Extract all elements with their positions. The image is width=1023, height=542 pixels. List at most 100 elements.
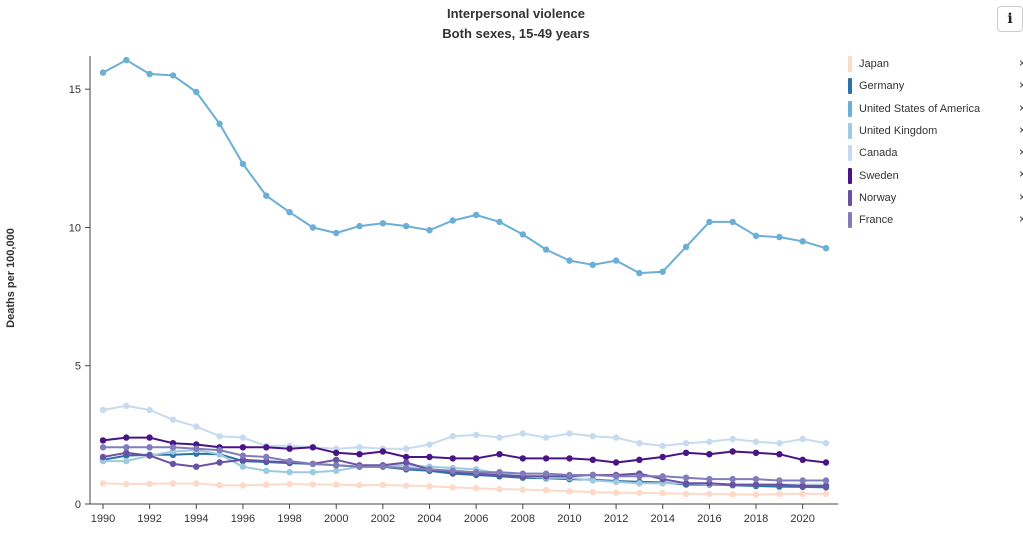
data-point-sweden	[566, 455, 573, 462]
data-point-sweden	[636, 456, 643, 463]
data-point-france	[239, 452, 247, 459]
x-tick-label: 2006	[464, 513, 488, 525]
series-line-united-states-of-america	[102, 59, 827, 275]
remove-series-icon[interactable]: ×	[1018, 145, 1023, 160]
y-tick-label: 10	[69, 222, 81, 234]
data-point-france	[309, 460, 317, 468]
x-tick-label: 2018	[744, 513, 768, 525]
data-point-japan	[403, 482, 410, 489]
data-point-japan	[99, 480, 107, 487]
series-line-sweden	[102, 436, 827, 464]
x-tick-label: 2014	[650, 513, 674, 525]
data-point-sweden	[309, 444, 317, 451]
data-point-united-kingdom	[263, 467, 270, 474]
data-point-norway	[822, 482, 830, 490]
data-point-france	[403, 464, 410, 472]
data-point-canada	[636, 440, 643, 447]
data-point-united-states-of-america	[426, 227, 433, 234]
data-point-sweden	[449, 455, 456, 462]
data-point-united-states-of-america	[706, 218, 713, 226]
x-tick-label: 2004	[417, 513, 441, 525]
data-point-canada	[403, 445, 410, 452]
data-point-japan	[333, 481, 340, 488]
x-tick-label: 1996	[231, 513, 255, 525]
info-button[interactable]: i	[997, 6, 1023, 32]
data-point-united-states-of-america	[566, 257, 573, 264]
data-point-japan	[169, 480, 177, 487]
data-point-japan	[519, 486, 526, 493]
remove-series-icon[interactable]: ×	[1018, 100, 1023, 115]
remove-series-icon[interactable]: ×	[1018, 167, 1023, 182]
legend-swatch	[848, 78, 852, 95]
legend-item[interactable]: Norway ×	[848, 187, 1023, 209]
legend-swatch	[848, 100, 852, 117]
data-point-canada	[589, 433, 596, 440]
legend-item[interactable]: United States of America ×	[848, 98, 1023, 120]
remove-series-icon[interactable]: ×	[1018, 122, 1023, 137]
data-point-united-states-of-america	[379, 220, 387, 227]
data-point-japan	[146, 480, 153, 487]
data-point-sweden	[799, 456, 806, 463]
x-tick-label: 2002	[371, 513, 395, 525]
data-point-france	[752, 475, 760, 483]
data-point-norway	[682, 480, 690, 487]
data-point-united-kingdom	[589, 477, 596, 484]
legend-item[interactable]: Canada ×	[848, 142, 1023, 164]
legend-label: Germany	[859, 80, 905, 93]
legend-label: Sweden	[859, 169, 899, 182]
data-point-canada	[659, 442, 666, 450]
data-point-canada	[449, 433, 456, 440]
data-point-norway	[729, 481, 736, 488]
data-point-france	[566, 471, 573, 479]
data-point-norway	[146, 452, 153, 459]
data-point-canada	[426, 441, 433, 448]
data-point-france	[682, 474, 690, 481]
chart-title: Interpersonal violence	[447, 6, 585, 21]
legend-item[interactable]: France ×	[848, 209, 1023, 231]
legend-item[interactable]: Japan ×	[848, 53, 1023, 75]
data-point-canada	[146, 406, 153, 414]
data-point-united-states-of-america	[682, 243, 690, 250]
data-point-france	[333, 462, 340, 469]
data-point-united-states-of-america	[496, 218, 503, 226]
data-point-france	[496, 469, 503, 476]
data-point-sweden	[542, 455, 550, 462]
data-point-sweden	[519, 455, 526, 462]
data-point-japan	[682, 490, 690, 497]
data-point-sweden	[379, 448, 387, 455]
series-line-canada	[102, 404, 827, 450]
legend-item[interactable]: Sweden ×	[848, 164, 1023, 186]
remove-series-icon[interactable]: ×	[1018, 189, 1023, 204]
data-point-united-states-of-america	[123, 56, 130, 64]
data-point-canada	[193, 423, 200, 430]
data-point-canada	[99, 406, 107, 414]
data-point-japan	[566, 488, 573, 495]
legend-item[interactable]: Germany ×	[848, 75, 1023, 97]
data-point-japan	[216, 482, 223, 489]
data-point-united-states-of-america	[403, 222, 410, 230]
data-point-norway	[193, 463, 200, 470]
x-tick-label: 2012	[604, 513, 628, 525]
legend-item[interactable]: United Kingdom ×	[848, 120, 1023, 142]
legend-swatch	[848, 189, 852, 206]
data-point-sweden	[426, 453, 433, 461]
data-point-france	[379, 463, 387, 470]
remove-series-icon[interactable]: ×	[1018, 78, 1023, 93]
remove-series-icon[interactable]: ×	[1018, 212, 1023, 227]
data-point-united-states-of-america	[239, 160, 247, 168]
data-point-united-states-of-america	[169, 72, 177, 79]
data-point-france	[799, 477, 806, 484]
series-line-france	[103, 446, 826, 482]
data-point-japan	[612, 489, 620, 496]
data-point-france	[263, 453, 270, 461]
data-point-france	[123, 444, 130, 451]
data-point-united-states-of-america	[659, 268, 666, 275]
legend-label: Canada	[859, 147, 898, 160]
x-tick-label: 2000	[324, 513, 348, 525]
data-point-canada	[542, 434, 550, 441]
remove-series-icon[interactable]: ×	[1018, 56, 1023, 70]
data-point-canada	[123, 402, 130, 409]
data-point-canada	[519, 430, 526, 437]
data-point-norway	[403, 459, 410, 466]
data-point-sweden	[263, 444, 270, 451]
